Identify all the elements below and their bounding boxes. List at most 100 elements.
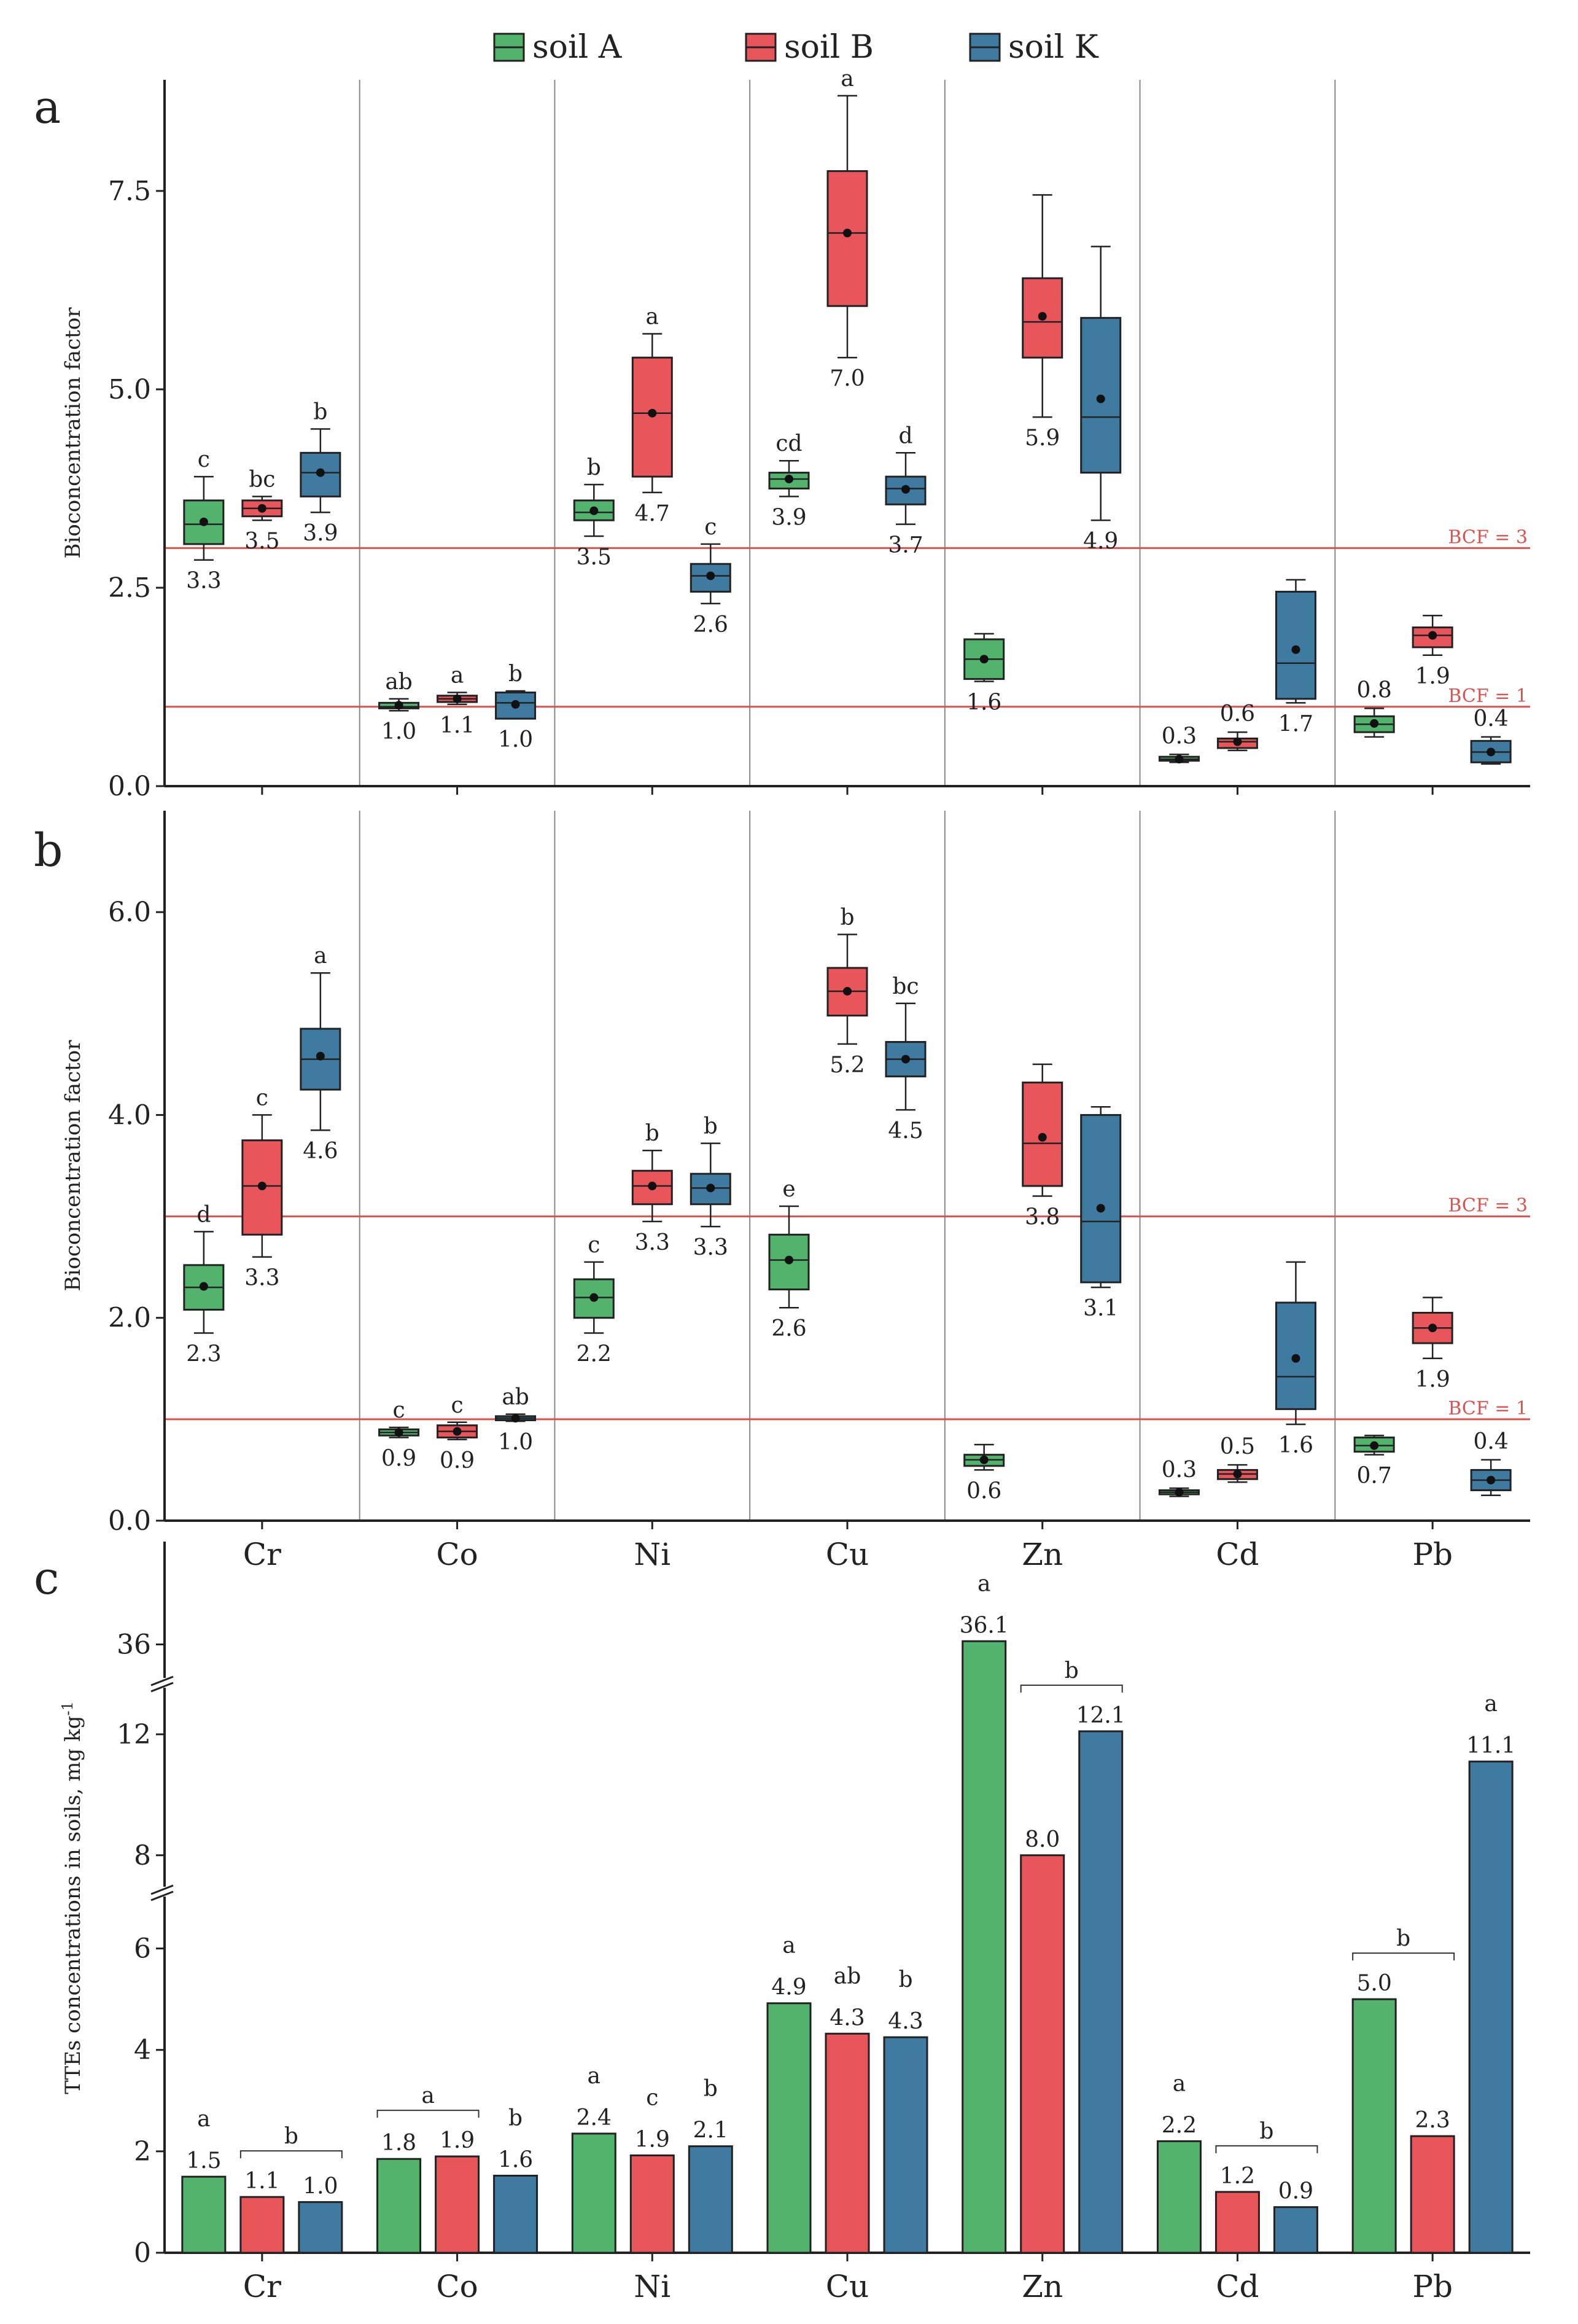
box-mean-dot — [1233, 737, 1242, 746]
panel-label: c — [34, 1552, 59, 1605]
bar-Zn-soil-A — [962, 1640, 1007, 2254]
bar-Cd-soil-B — [1215, 2191, 1260, 2254]
axis-break-mark — [150, 1675, 174, 1686]
reference-line-label: BCF = 1 — [1448, 1398, 1528, 1419]
significance-letter: a — [1484, 1691, 1497, 1717]
box-Cd-soil-B: 0.5 — [1216, 1434, 1258, 1483]
bar-value-label: 1.1 — [244, 2169, 279, 2194]
bar-value-label: 0.9 — [1278, 2179, 1313, 2204]
bar-Cr-soil-B — [239, 2196, 285, 2254]
box-mean-dot — [1096, 394, 1105, 404]
box-mean-dot — [394, 1428, 403, 1437]
bar-Zn-soil-K — [1078, 1730, 1124, 2254]
box-value-label: 3.9 — [303, 521, 338, 546]
bar-value-label: 4.9 — [771, 1975, 806, 2000]
y-axis-label-superscript: -1 — [59, 1701, 76, 1715]
box-significance-letter: e — [782, 1177, 795, 1202]
box-value-label: 1.0 — [381, 719, 416, 744]
panel-b-bcf-chart: b BCF = 3 BCF = 1 0.0 2.0 4.0 6.0 Bioconcentrat… — [34, 811, 1530, 1572]
box-significance-letter: a — [841, 66, 853, 92]
box-value-label: 3.9 — [771, 505, 806, 530]
box-significance-letter: b — [508, 661, 523, 687]
box-mean-dot — [979, 1455, 989, 1464]
box-value-label: 0.4 — [1474, 1429, 1509, 1454]
x-tick-label: Ni — [634, 2269, 670, 2304]
box-mean-dot — [589, 1293, 599, 1302]
bar-Cu-soil-B — [825, 2032, 870, 2254]
box-Zn-soil-K: 3.1 — [1080, 1105, 1122, 1321]
box-value-label: 1.1 — [440, 713, 475, 738]
bar-Co-soil-B — [435, 2155, 480, 2254]
box-value-label: 0.3 — [1162, 723, 1197, 749]
box-value-label: 3.5 — [244, 529, 279, 554]
box-value-label: 2.6 — [693, 612, 728, 638]
x-tick-label: Cu — [826, 1537, 869, 1572]
x-tick-label: Cd — [1216, 1537, 1259, 1572]
panel-label: a — [34, 81, 61, 134]
box-Ni-soil-B: 4.7 a — [631, 304, 673, 526]
box-body — [826, 170, 868, 307]
bar-value-label: 2.4 — [577, 2105, 612, 2131]
box-mean-dot — [453, 694, 462, 703]
box-value-label: 0.5 — [1220, 1434, 1255, 1459]
box-significance-letter: b — [840, 905, 854, 930]
legend-item-soil-B: soil B — [745, 29, 874, 66]
y-tick-label: 2 — [134, 2136, 151, 2167]
box-Cu-soil-B: 5.2 b — [826, 905, 868, 1078]
significance-letter: b — [284, 2124, 298, 2149]
box-mean-dot — [199, 1282, 208, 1291]
x-tick-label: Co — [436, 1537, 478, 1572]
legend-item-soil-K: soil K — [969, 29, 1099, 66]
x-tick-label: Cr — [243, 2269, 281, 2304]
box-value-label: 0.6 — [1220, 701, 1255, 727]
significance-letter: b — [1259, 2119, 1273, 2144]
box-significance-letter: b — [587, 455, 601, 480]
bar-Cd-soil-A — [1156, 2140, 1202, 2254]
significance-letter: ab — [834, 1963, 861, 1989]
panel-c-concentration-chart: c 0 2 4 6 8 12 36 TTEs concentrations in soils, … — [34, 1542, 1530, 2304]
x-tick-label: Cu — [826, 2269, 869, 2304]
y-axis-label: Bioconcentration factor — [61, 1040, 85, 1292]
box-Co-soil-A: 1.0 ab — [378, 669, 420, 744]
box-significance-letter: c — [451, 1393, 463, 1418]
box-value-label: 5.2 — [830, 1053, 865, 1078]
box-Cd-soil-A: 0.3 — [1158, 723, 1200, 764]
box-mean-dot — [257, 504, 266, 513]
box-value-label: 0.6 — [966, 1478, 1001, 1503]
box-body — [1275, 590, 1316, 700]
box-mean-dot — [1038, 1133, 1047, 1142]
significance-letter: c — [646, 2085, 658, 2110]
box-value-label: 1.0 — [498, 727, 533, 752]
legend: soil A soil B soil K — [493, 29, 1099, 66]
box-Zn-soil-B: 3.8 — [1022, 1063, 1063, 1230]
x-tick-label: Cr — [243, 1537, 281, 1572]
y-tick-label: 4.0 — [108, 1099, 151, 1131]
x-tick-label: Pb — [1412, 1537, 1453, 1572]
box-mean-dot — [1428, 1324, 1437, 1333]
box-significance-letter: ab — [502, 1385, 529, 1410]
x-tick-label: Co — [436, 2269, 478, 2304]
box-value-label: 5.9 — [1025, 426, 1060, 451]
box-value-label: 1.6 — [1278, 1433, 1313, 1458]
box-mean-dot — [901, 485, 910, 494]
significance-letter: a — [1173, 2071, 1186, 2096]
significance-letter: b — [1396, 1926, 1410, 1951]
box-significance-letter: b — [645, 1121, 659, 1146]
box-Zn-soil-B: 5.9 — [1022, 194, 1063, 451]
box-value-label: 0.7 — [1357, 1464, 1392, 1489]
axis-break-gap — [152, 1887, 177, 1897]
bar-value-label: 1.9 — [635, 2127, 670, 2152]
significance-letter: a — [782, 1933, 795, 1959]
box-body — [1080, 1113, 1122, 1284]
reference-line-label: BCF = 3 — [1448, 1195, 1528, 1217]
box-mean-dot — [1428, 631, 1437, 640]
box-significance-letter: c — [704, 515, 717, 540]
box-mean-dot — [785, 1255, 793, 1265]
box-value-label: 0.9 — [440, 1448, 475, 1473]
bar-Cr-soil-K — [298, 2201, 343, 2254]
box-significance-letter: bc — [892, 974, 919, 999]
box-Ni-soil-K: 3.3 b — [690, 1114, 731, 1260]
box-value-label: 1.9 — [1415, 1367, 1450, 1392]
legend-label: soil A — [532, 29, 623, 66]
box-Cu-soil-K: 4.5 bc — [885, 974, 927, 1144]
